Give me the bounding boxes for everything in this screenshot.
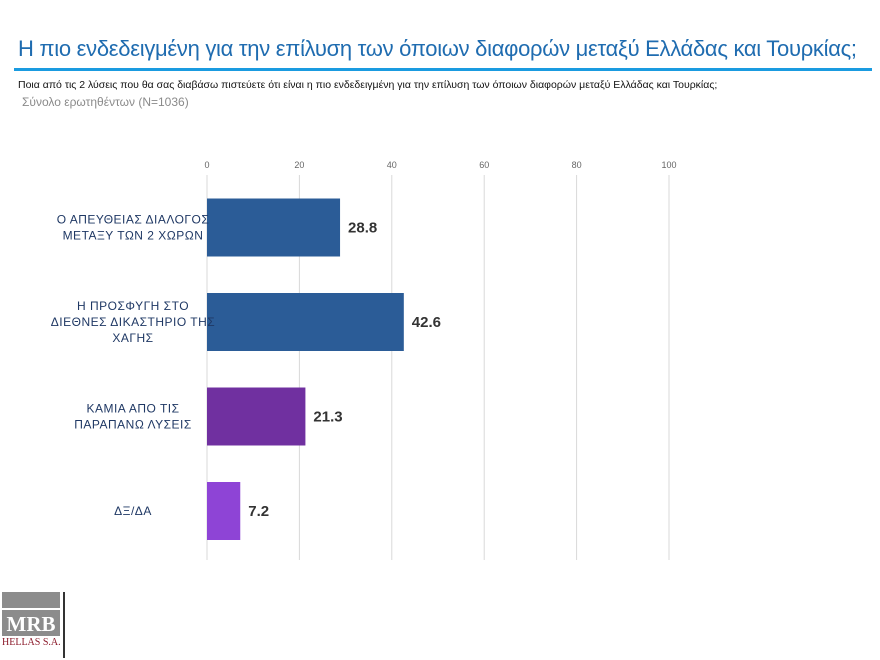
- bar: [207, 198, 341, 257]
- tick-label: 100: [661, 160, 676, 170]
- category-label: ΜΕΤΑΞΥ ΤΩΝ 2 ΧΩΡΩΝ: [63, 229, 204, 243]
- bar: [207, 387, 306, 446]
- bar: [207, 482, 241, 540]
- category-label: ΔΞ/ΔΑ: [114, 504, 152, 518]
- sample-base: Σύνολο ερωτηθέντων (N=1036): [22, 95, 189, 109]
- category-label: ΔΙΕΘΝΕΣ ΔΙΚΑΣΤΗΡΙΟ ΤΗΣ: [51, 315, 215, 329]
- category-label: ΧΑΓΗΣ: [112, 331, 153, 345]
- tick-label: 40: [387, 160, 397, 170]
- page-title: Η πιο ενδεδειγμένη για την επίλυση των ό…: [18, 36, 857, 61]
- tick-label: 20: [294, 160, 304, 170]
- category-label: ΚΑΜΙΑ ΑΠΟ ΤΙΣ: [86, 402, 179, 416]
- bar: [207, 293, 404, 351]
- category-label: ΠΑΡΑΠΑΝΩ ΛΥΣΕΙΣ: [74, 418, 192, 432]
- category-label: Ο ΑΠΕΥΘΕΙΑΣ ΔΙΑΛΟΓΟΣ: [57, 213, 210, 227]
- data-label: 21.3: [313, 409, 342, 426]
- data-label: 28.8: [348, 220, 377, 237]
- data-label: 7.2: [248, 503, 269, 520]
- category-label: Η ΠΡΟΣΦΥΓΗ ΣΤΟ: [77, 299, 189, 313]
- title-underline: [14, 68, 872, 71]
- mrb-logo: MRB HELLAS S.A.: [2, 592, 65, 658]
- data-label: 42.6: [412, 314, 441, 331]
- bar-chart: 0 20 40 60 80 100 28.8 Ο ΑΠΕΥΘΕΙΑΣ ΔΙΑΛΟΓΟΣ ΜΕΤΑ…: [51, 160, 677, 560]
- tick-label: 0: [204, 160, 209, 170]
- tick-label: 80: [572, 160, 582, 170]
- tick-label: 60: [479, 160, 489, 170]
- question-text: Ποια από τις 2 λύσεις που θα σας διαβάσω…: [18, 79, 718, 91]
